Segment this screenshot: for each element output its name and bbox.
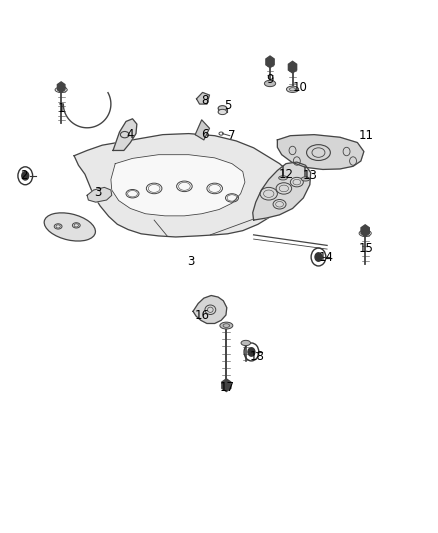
Ellipse shape (218, 109, 227, 115)
Text: 4: 4 (127, 128, 134, 141)
Circle shape (315, 253, 322, 261)
Ellipse shape (286, 86, 299, 92)
Polygon shape (195, 120, 209, 140)
Text: 3: 3 (94, 186, 102, 199)
Text: 5: 5 (224, 99, 231, 112)
Polygon shape (111, 155, 245, 216)
Text: 7: 7 (228, 129, 236, 142)
Polygon shape (361, 225, 369, 237)
Text: 14: 14 (319, 251, 334, 263)
Ellipse shape (265, 80, 276, 87)
Text: 10: 10 (293, 80, 308, 94)
Text: 2: 2 (20, 169, 27, 182)
Polygon shape (113, 119, 137, 150)
Ellipse shape (44, 213, 95, 241)
Text: 18: 18 (250, 350, 265, 362)
Ellipse shape (220, 322, 233, 329)
Text: 11: 11 (359, 129, 374, 142)
Polygon shape (266, 56, 274, 68)
Text: 12: 12 (279, 168, 293, 181)
Text: 9: 9 (266, 73, 274, 86)
Text: 6: 6 (201, 128, 209, 141)
Text: 16: 16 (194, 309, 209, 321)
Text: 15: 15 (359, 241, 374, 255)
Text: 3: 3 (187, 255, 194, 268)
Polygon shape (87, 188, 112, 202)
Text: 17: 17 (220, 381, 235, 394)
Ellipse shape (218, 106, 227, 111)
Polygon shape (288, 61, 297, 73)
Text: 13: 13 (302, 169, 317, 182)
Polygon shape (253, 162, 311, 220)
Text: 8: 8 (201, 94, 209, 107)
Polygon shape (57, 82, 65, 92)
Text: 1: 1 (57, 102, 65, 115)
Polygon shape (193, 295, 227, 324)
Polygon shape (74, 134, 293, 237)
Circle shape (22, 172, 29, 180)
Ellipse shape (279, 176, 287, 180)
Polygon shape (277, 135, 364, 169)
Polygon shape (197, 92, 209, 104)
Ellipse shape (301, 177, 310, 181)
Polygon shape (222, 379, 231, 392)
Ellipse shape (241, 341, 251, 345)
Circle shape (248, 348, 255, 356)
